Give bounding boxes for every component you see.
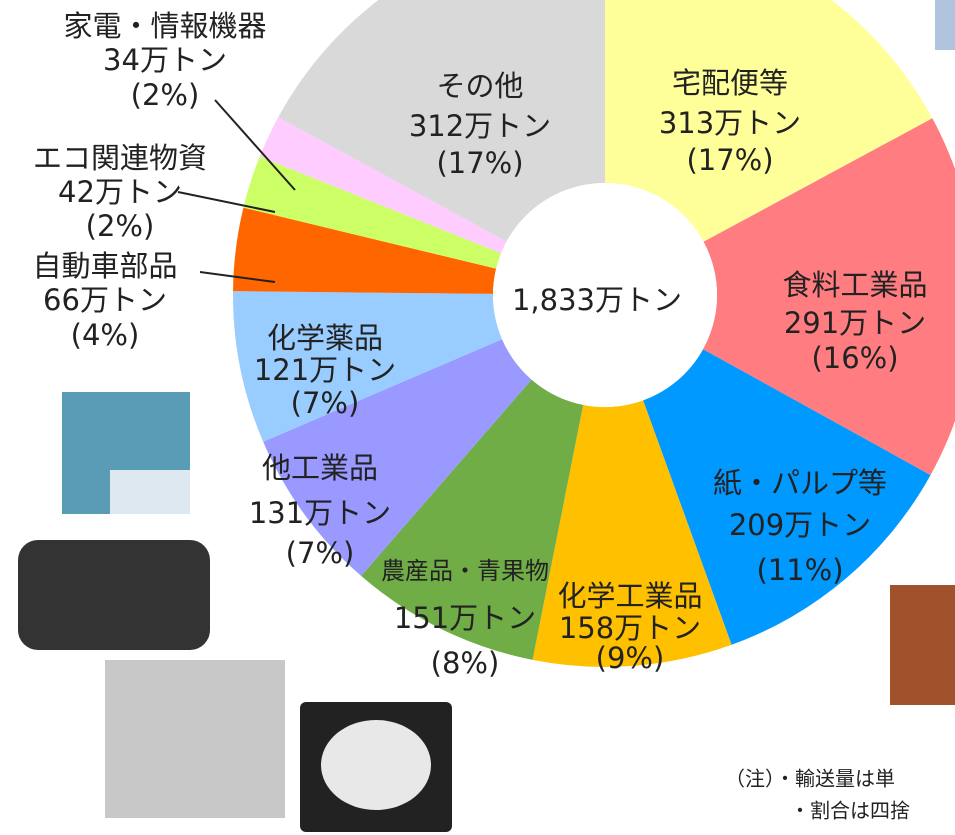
value-label: 131万トン	[249, 496, 391, 530]
category-label: 紙・パルプ等	[713, 466, 887, 500]
note: ・割合は四捨	[790, 799, 910, 823]
category-label: 家電・情報機器	[63, 9, 266, 43]
share-label: (7%)	[291, 386, 360, 420]
photo-engine	[18, 540, 210, 650]
photo-box	[935, 0, 955, 50]
category-label: 自動車部品	[32, 249, 177, 283]
value-label: 42万トン	[58, 175, 182, 209]
category-label: 化学薬品	[267, 321, 383, 355]
share-label: (17%)	[686, 143, 773, 177]
share-label: (8%)	[431, 646, 500, 680]
value-label: 151万トン	[394, 601, 536, 635]
photo-paper	[890, 585, 955, 705]
category-label: 化学工業品	[557, 579, 702, 613]
category-label: 食料工業品	[782, 268, 927, 302]
total-label: 1,833万トン	[512, 283, 682, 317]
value-label: 312万トン	[409, 109, 551, 143]
value-label: 158万トン	[559, 611, 701, 645]
photo-metal	[105, 660, 285, 818]
value-label: 209万トン	[729, 508, 871, 542]
share-label: (11%)	[756, 553, 843, 587]
photo-fiber-core	[321, 720, 431, 810]
category-label: その他	[436, 69, 523, 103]
value-label: 313万トン	[659, 106, 801, 140]
chart: 1,833万トン （注）・輸送量は単 ・割合は四捨 宅配便等313万トン(17%…	[0, 0, 955, 835]
photo-tablets	[110, 470, 190, 514]
share-label: (16%)	[811, 341, 898, 375]
share-label: (17%)	[436, 146, 523, 180]
share-label: (2%)	[131, 78, 200, 112]
share-label: (2%)	[86, 209, 155, 243]
share-label: (7%)	[286, 536, 355, 570]
share-label: (4%)	[71, 318, 140, 352]
value-label: 291万トン	[784, 306, 926, 340]
value-label: 66万トン	[43, 283, 167, 317]
category-label: 宅配便等	[672, 66, 788, 100]
category-label: 農産品・青果物	[381, 557, 549, 585]
category-label: 他工業品	[262, 451, 378, 485]
share-label: (9%)	[596, 641, 665, 675]
note: （注）・輸送量は単	[725, 767, 895, 791]
category-label: エコ関連物資	[33, 141, 207, 175]
value-label: 34万トン	[103, 43, 227, 77]
value-label: 121万トン	[254, 353, 396, 387]
